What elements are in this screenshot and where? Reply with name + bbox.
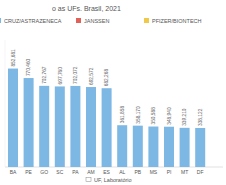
data-label: 702,072	[73, 66, 78, 84]
legend-swatch	[144, 18, 149, 23]
data-label: 338,122	[198, 108, 203, 126]
bar[interactable]	[102, 88, 112, 167]
bars	[8, 69, 205, 167]
legend-swatch	[76, 18, 81, 23]
bar[interactable]	[24, 78, 34, 167]
bar[interactable]	[164, 127, 174, 167]
x-tick-label: PI	[167, 169, 172, 175]
x-tick-label: AM	[87, 169, 95, 175]
x-tick-label: BA	[10, 169, 17, 175]
data-label: 770,460	[26, 58, 31, 76]
bar[interactable]	[8, 69, 18, 167]
bar[interactable]	[70, 86, 80, 167]
bar[interactable]	[55, 86, 65, 167]
x-tick-label: AL	[119, 169, 125, 175]
legend-label[interactable]: JANSSEN	[84, 18, 109, 24]
data-label: 697,760	[58, 67, 63, 85]
data-label: 361,858	[120, 106, 125, 124]
bar[interactable]	[39, 86, 49, 167]
x-tick-label: PB	[134, 169, 141, 175]
y-axis	[5, 40, 6, 167]
data-label: 682,268	[104, 69, 109, 87]
data-label: 339,210	[182, 108, 187, 126]
bar[interactable]	[180, 128, 190, 167]
bar[interactable]	[195, 128, 205, 167]
bar[interactable]	[117, 125, 127, 167]
data-label: 692,572	[89, 67, 94, 85]
x-tick-label: GO	[40, 169, 48, 175]
x-axis-label: UF, Laboratório	[94, 177, 132, 183]
x-tick-label: SC	[56, 169, 63, 175]
x-tick-label: DF	[197, 169, 204, 175]
bar[interactable]	[148, 127, 158, 167]
data-label: 852,681	[11, 49, 16, 67]
data-label: 358,170	[136, 106, 141, 124]
chart: o as UFs. Brasil, 2021 CRUZ/ASTRAZENECA JA…	[0, 0, 226, 185]
x-tick-label: PE	[25, 169, 32, 175]
bar[interactable]	[86, 87, 96, 167]
legend-swatch	[0, 18, 1, 23]
x-axis	[5, 167, 223, 168]
data-label: 348,940	[167, 107, 172, 125]
title: o as UFs. Brasil, 2021	[52, 5, 121, 12]
axis-icon[interactable]	[86, 178, 91, 182]
legend-label[interactable]: CRUZ/ASTRAZENECA	[4, 18, 62, 24]
x-tick-label: MS	[150, 169, 158, 175]
data-label: 350,588	[151, 107, 156, 125]
x-tick-label: ES	[103, 169, 110, 175]
x-tick-label: PA	[72, 169, 79, 175]
background	[0, 0, 226, 185]
legend-label[interactable]: PFIZER/BIONTECH	[152, 18, 202, 24]
bar[interactable]	[133, 126, 143, 167]
x-tick-label: MT	[181, 169, 188, 175]
data-label: 702,767	[42, 66, 47, 84]
